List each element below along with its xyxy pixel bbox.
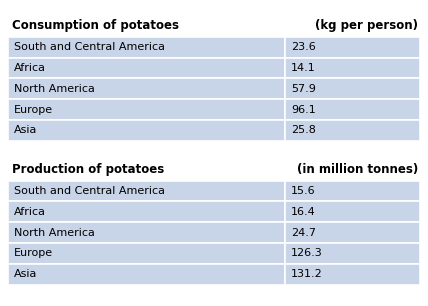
- Text: North America: North America: [14, 84, 95, 94]
- Bar: [285, 243, 420, 264]
- Text: Europe: Europe: [14, 248, 53, 258]
- Text: South and Central America: South and Central America: [14, 186, 165, 196]
- Text: (in million tonnes): (in million tonnes): [297, 162, 418, 176]
- Bar: [285, 58, 420, 78]
- Text: Production of potatoes: Production of potatoes: [12, 162, 164, 176]
- Bar: [285, 264, 420, 285]
- Bar: [8, 201, 285, 222]
- Bar: [285, 99, 420, 120]
- Text: (kg per person): (kg per person): [315, 19, 418, 32]
- Bar: [8, 181, 285, 201]
- Text: Asia: Asia: [14, 125, 38, 135]
- Text: 131.2: 131.2: [291, 269, 323, 279]
- Bar: [285, 37, 420, 58]
- Text: 126.3: 126.3: [291, 248, 323, 258]
- Bar: [8, 58, 285, 78]
- Bar: [285, 201, 420, 222]
- Bar: [285, 181, 420, 201]
- Text: 57.9: 57.9: [291, 84, 316, 94]
- Text: 23.6: 23.6: [291, 42, 316, 52]
- Bar: [8, 158, 420, 181]
- Bar: [8, 14, 420, 37]
- Bar: [8, 120, 285, 141]
- Text: Africa: Africa: [14, 207, 46, 217]
- Text: North America: North America: [14, 228, 95, 237]
- Text: Consumption of potatoes: Consumption of potatoes: [12, 19, 179, 32]
- Text: Europe: Europe: [14, 105, 53, 114]
- Bar: [285, 78, 420, 99]
- Bar: [8, 78, 285, 99]
- Text: 14.1: 14.1: [291, 63, 316, 73]
- Text: 24.7: 24.7: [291, 228, 316, 237]
- Text: 16.4: 16.4: [291, 207, 316, 217]
- Text: 25.8: 25.8: [291, 125, 316, 135]
- Bar: [8, 222, 285, 243]
- Bar: [8, 99, 285, 120]
- Bar: [8, 243, 285, 264]
- Bar: [8, 37, 285, 58]
- Text: 15.6: 15.6: [291, 186, 316, 196]
- Bar: [285, 222, 420, 243]
- Text: Asia: Asia: [14, 269, 38, 279]
- Text: Africa: Africa: [14, 63, 46, 73]
- Bar: [8, 264, 285, 285]
- Bar: [285, 120, 420, 141]
- Text: 96.1: 96.1: [291, 105, 316, 114]
- Text: South and Central America: South and Central America: [14, 42, 165, 52]
